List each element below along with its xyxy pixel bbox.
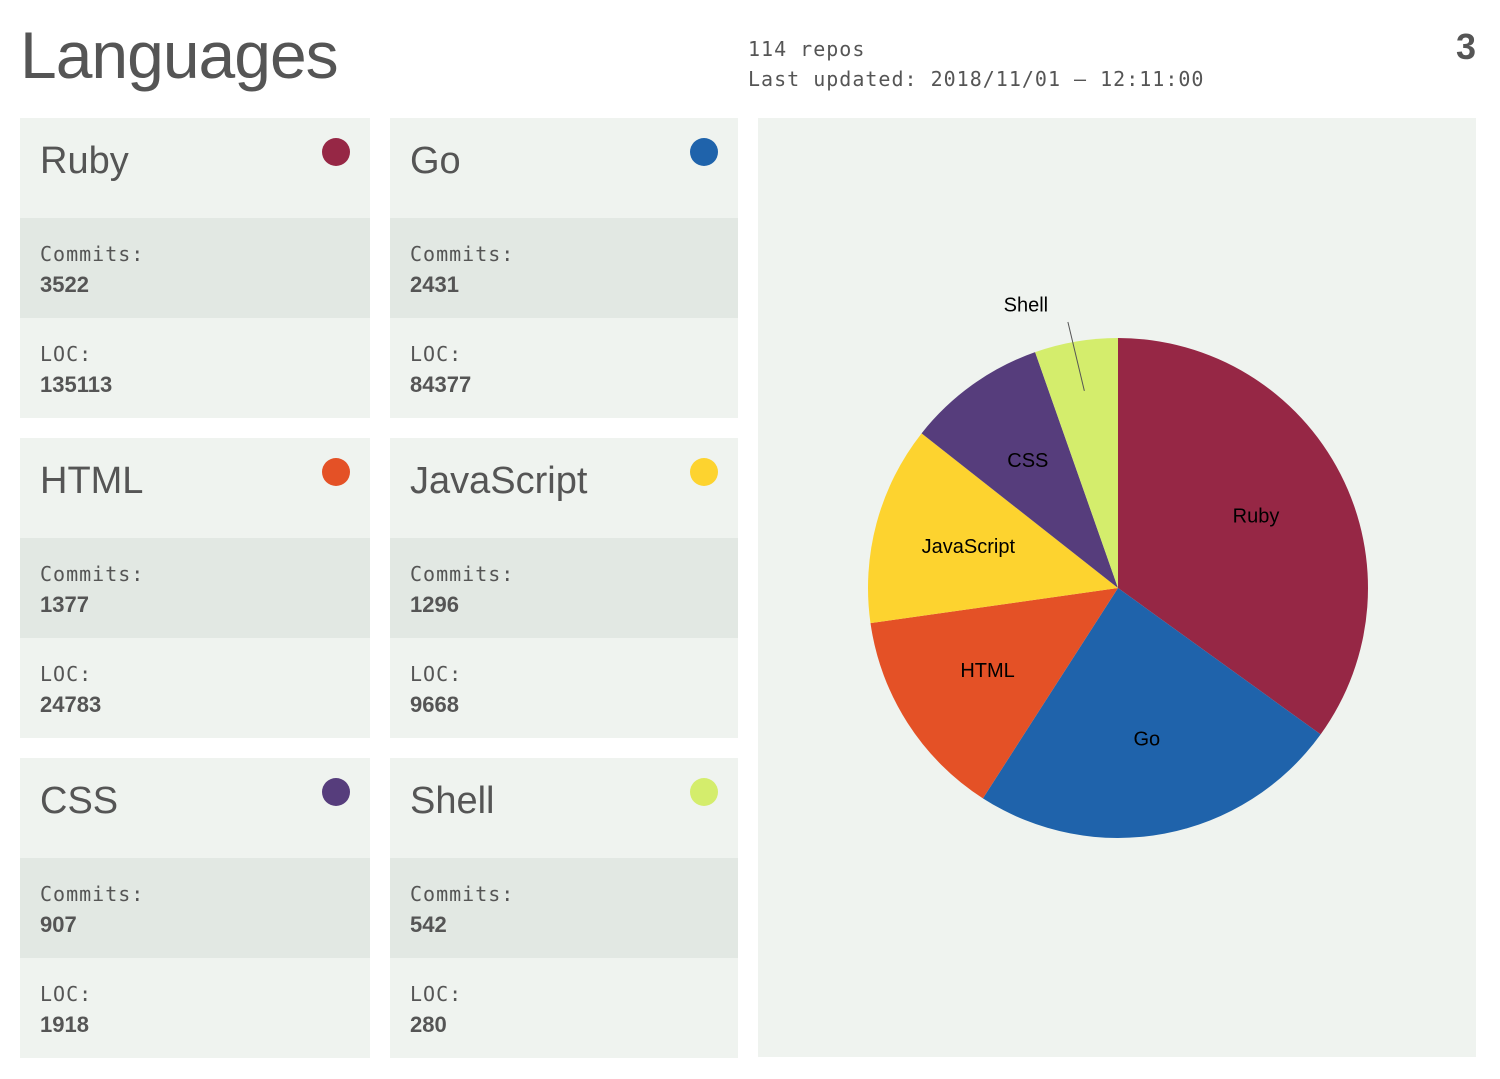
pie-label-javascript: JavaScript (922, 536, 1016, 558)
pie-label-html: HTML (960, 660, 1014, 682)
language-color-dot (322, 458, 350, 486)
commits-row: Commits: 1296 (390, 538, 738, 638)
commits-row: Commits: 3522 (20, 218, 370, 318)
commits-row: Commits: 1377 (20, 538, 370, 638)
pie-slice-shell (1035, 338, 1118, 588)
repo-count: 114 repos (748, 37, 866, 61)
language-card-ruby: Ruby Commits: 3522 LOC: 135113 (20, 118, 370, 418)
loc-value: 24783 (40, 692, 102, 717)
commits-label: Commits: (40, 242, 145, 266)
commits-row: Commits: 907 (20, 858, 370, 958)
last-updated: Last updated: 2018/11/01 – 12:11:00 (748, 67, 1205, 91)
loc-row: LOC: 9668 (390, 638, 738, 738)
pie-chart: Ruby Go HTML JavaScript CSS Shell (868, 294, 1368, 839)
loc-label: LOC: (410, 982, 463, 1006)
pie-label-ruby: Ruby (1233, 506, 1280, 528)
loc-label: LOC: (40, 662, 93, 686)
language-color-dot (690, 138, 718, 166)
loc-row: LOC: 84377 (390, 318, 738, 418)
language-card-css: CSS Commits: 907 LOC: 1918 (20, 758, 370, 1058)
language-color-dot (322, 138, 350, 166)
language-card-go: Go Commits: 2431 LOC: 84377 (390, 118, 738, 418)
commits-value: 1377 (40, 592, 89, 617)
pie-slice-ruby (1118, 338, 1368, 735)
pie-chart-panel: Ruby Go HTML JavaScript CSS Shell (758, 118, 1476, 1057)
language-color-dot (690, 458, 718, 486)
commits-label: Commits: (410, 562, 515, 586)
commits-label: Commits: (410, 242, 515, 266)
loc-row: LOC: 24783 (20, 638, 370, 738)
loc-value: 84377 (410, 372, 472, 397)
loc-value: 280 (410, 1012, 447, 1037)
language-color-dot (690, 778, 718, 806)
card-header: Ruby (20, 118, 370, 218)
language-color-dot (322, 778, 350, 806)
loc-row: LOC: 1918 (20, 958, 370, 1058)
pie-label-leader (1067, 321, 1085, 391)
language-name: HTML (40, 460, 144, 502)
commits-label: Commits: (40, 882, 145, 906)
loc-value: 135113 (40, 372, 113, 397)
pie-slice-javascript (868, 433, 1118, 624)
loc-label: LOC: (40, 982, 93, 1006)
language-name: JavaScript (410, 460, 588, 502)
commits-row: Commits: 542 (390, 858, 738, 958)
language-name: Go (410, 140, 461, 182)
loc-row: LOC: 280 (390, 958, 738, 1058)
commits-value: 2431 (410, 272, 459, 297)
language-card-html: HTML Commits: 1377 LOC: 24783 (20, 438, 370, 738)
commits-label: Commits: (40, 562, 145, 586)
loc-value: 1918 (40, 1012, 89, 1037)
commits-value: 907 (40, 912, 77, 937)
card-header: HTML (20, 438, 370, 538)
commits-value: 3522 (40, 272, 89, 297)
pie-label-go: Go (1133, 729, 1160, 751)
card-header: JavaScript (390, 438, 738, 538)
commits-row: Commits: 2431 (390, 218, 738, 318)
language-card-javascript: JavaScript Commits: 1296 LOC: 9668 (390, 438, 738, 738)
pie-slice-go (982, 588, 1321, 839)
commits-value: 542 (410, 912, 447, 937)
card-header: CSS (20, 758, 370, 858)
repo-meta: 114 repos Last updated: 2018/11/01 – 12:… (748, 34, 1204, 94)
page-title: Languages (20, 18, 339, 92)
page-number: 3 (1455, 26, 1476, 67)
loc-label: LOC: (410, 662, 463, 686)
loc-label: LOC: (410, 342, 463, 366)
pie-slice-html (870, 588, 1118, 799)
card-header: Shell (390, 758, 738, 858)
card-header: Go (390, 118, 738, 218)
language-name: CSS (40, 780, 119, 822)
pie-label-css: CSS (1007, 450, 1048, 472)
commits-value: 1296 (410, 592, 459, 617)
pie-label-shell: Shell (1004, 294, 1048, 316)
loc-value: 9668 (410, 692, 459, 717)
loc-label: LOC: (40, 342, 93, 366)
loc-row: LOC: 135113 (20, 318, 370, 418)
pie-slice-css (921, 352, 1118, 588)
language-name: Shell (410, 780, 495, 822)
language-name: Ruby (40, 140, 129, 182)
language-card-shell: Shell Commits: 542 LOC: 280 (390, 758, 738, 1058)
commits-label: Commits: (410, 882, 515, 906)
